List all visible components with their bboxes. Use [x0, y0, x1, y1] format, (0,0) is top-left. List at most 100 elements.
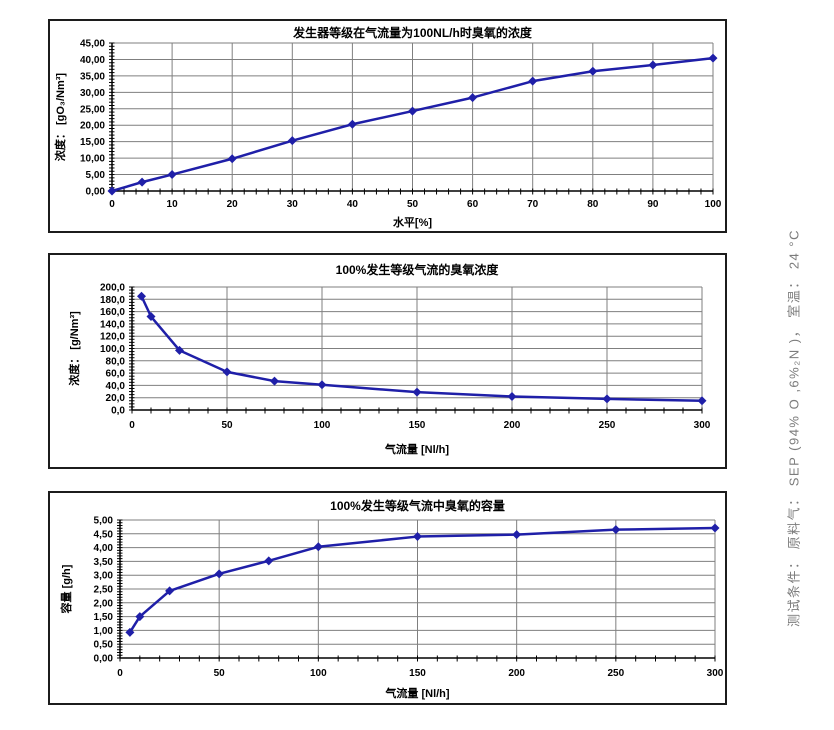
- chart-title: 发生器等级在气流量为100NL/h时臭氧的浓度: [292, 25, 533, 40]
- y-tick-label: 200,0: [100, 283, 125, 294]
- data-point-marker: [107, 186, 117, 196]
- x-tick-label: 40: [347, 199, 359, 210]
- y-tick-label: 15,00: [80, 137, 105, 148]
- y-axis-label: 容量 [g/h]: [59, 564, 73, 614]
- y-tick-label: 0,50: [94, 640, 114, 651]
- y-tick-label: 40,00: [80, 55, 105, 66]
- x-tick-label: 150: [409, 420, 426, 431]
- chart-title: 100%发生等级气流的臭氧浓度: [336, 262, 500, 277]
- chart-canvas-1: 0,00 5,00 10,00 15,00 20,00 25,00 30,00 35,00 40…: [53, 25, 722, 229]
- series-line: [140, 295, 703, 403]
- data-point-marker: [137, 291, 146, 301]
- data-point-marker: [648, 60, 658, 70]
- chart-canvas-2: 0,020,040,060,080,0100,0120,0140,0160,01…: [67, 262, 711, 456]
- plot-area: 0,00 0,50 1,00 1,50 2,00 2,50 3,00 3,50 4,00 4,50…: [94, 516, 724, 680]
- x-tick-label: 150: [409, 668, 426, 679]
- data-point-marker: [708, 53, 718, 63]
- series-line: [128, 526, 716, 633]
- data-point-marker: [167, 170, 177, 180]
- y-tick-label: 3,50: [94, 557, 114, 568]
- x-tick-label: 0: [129, 420, 135, 431]
- data-point-marker: [412, 387, 422, 397]
- y-axis-label: 浓度： [gO₃/Nm³]: [53, 73, 67, 162]
- data-point-marker: [214, 569, 224, 579]
- data-point-marker: [528, 76, 538, 86]
- x-tick-label: 20: [227, 199, 239, 210]
- y-tick-label: 20,00: [80, 121, 105, 132]
- y-tick-label: 4,00: [94, 543, 114, 554]
- chart-ozone-capacity-vs-gas-flow: 0,00 0,50 1,00 1,50 2,00 2,50 3,00 3,50 4,00 4,50…: [48, 491, 727, 705]
- x-tick-label: 90: [647, 199, 659, 210]
- x-tick-label: 0: [109, 199, 115, 210]
- y-tick-label: 5,00: [86, 170, 106, 181]
- data-point-marker: [264, 556, 274, 566]
- data-point-marker: [347, 119, 357, 129]
- data-point-marker: [408, 106, 417, 116]
- x-tick-label: 100: [314, 420, 331, 431]
- x-tick-label: 250: [607, 668, 624, 679]
- x-tick-label: 60: [467, 199, 479, 210]
- y-tick-label: 1,50: [94, 612, 114, 623]
- data-point-marker: [165, 586, 175, 596]
- chart-ozone-concentration-vs-generator-level: 0,00 5,00 10,00 15,00 20,00 25,00 30,00 35,00 40…: [48, 19, 727, 233]
- x-axis-label: 水平[%]: [393, 215, 432, 229]
- y-tick-label: 25,00: [80, 104, 105, 115]
- x-tick-label: 50: [407, 199, 419, 210]
- data-point-marker: [468, 93, 478, 103]
- test-conditions-note: 测试条件： 原料气： SEP (94% O ,6%₂N )， 室温： 24 °C: [786, 229, 802, 627]
- y-tick-label: 30,00: [80, 88, 105, 99]
- data-point-marker: [611, 525, 621, 535]
- y-tick-label: 2,50: [94, 585, 114, 596]
- data-point-marker: [317, 380, 327, 390]
- plot-area: 0,00 5,00 10,00 15,00 20,00 25,00 30,00 35,00 40…: [80, 39, 722, 211]
- y-tick-label: 140,0: [100, 319, 125, 330]
- x-tick-label: 300: [707, 668, 724, 679]
- x-tick-label: 30: [287, 199, 299, 210]
- y-tick-label: 35,00: [80, 71, 105, 82]
- x-tick-label: 200: [508, 668, 525, 679]
- x-axis-label: 气流量 [Nl/h]: [384, 442, 449, 456]
- x-axis-label: 气流量 [Nl/h]: [384, 686, 449, 700]
- x-tick-label: 70: [527, 199, 539, 210]
- chart-ozone-concentration-vs-gas-flow: 0,0 20,0 40,0 60,0 80,0 100,0 120,0 140,0 160,0 1…: [48, 253, 727, 469]
- chart-canvas-3: 0,00 0,50 1,00 1,50 2,00 2,50 3,00 3,50 4,00 4,50…: [59, 498, 724, 700]
- data-point-marker: [137, 177, 147, 187]
- data-point-marker: [287, 136, 297, 146]
- data-point-marker: [602, 394, 612, 404]
- data-point-marker: [135, 612, 145, 622]
- y-tick-label: 80,0: [106, 356, 126, 367]
- data-point-marker: [512, 530, 522, 540]
- x-tick-label: 50: [214, 668, 226, 679]
- y-tick-label: 180,0: [100, 295, 125, 306]
- x-tick-label: 80: [587, 199, 599, 210]
- y-tick-label: 45,00: [80, 39, 105, 50]
- y-tick-label: 5,00: [94, 516, 114, 527]
- y-tick-label: 4,50: [94, 529, 114, 540]
- x-tick-label: 100: [705, 199, 722, 210]
- x-tick-label: 50: [221, 420, 233, 431]
- x-tick-label: 200: [504, 420, 521, 431]
- y-tick-label: 0,0: [111, 406, 125, 417]
- x-tick-label: 0: [117, 668, 123, 679]
- chart-title: 100%发生等级气流中臭氧的容量: [330, 498, 505, 513]
- data-point-marker: [270, 376, 279, 386]
- y-tick-label: 100,0: [100, 344, 125, 355]
- y-tick-label: 40,0: [106, 381, 126, 392]
- plot-area: 0,020,040,060,080,0100,0120,0140,0160,01…: [100, 283, 711, 432]
- y-tick-label: 20,0: [106, 393, 126, 404]
- x-tick-label: 10: [167, 199, 179, 210]
- y-axis-label: 浓度： [g/Nm³]: [67, 311, 81, 386]
- data-point-marker: [507, 391, 517, 401]
- data-point-marker: [125, 627, 135, 637]
- x-tick-label: 100: [310, 668, 327, 679]
- data-point-marker: [227, 154, 237, 164]
- y-tick-label: 120,0: [100, 332, 125, 343]
- y-tick-label: 60,0: [106, 369, 126, 380]
- y-tick-label: 0,00: [94, 654, 114, 665]
- series-line: [111, 56, 714, 193]
- data-point-marker: [588, 66, 598, 76]
- data-point-marker: [222, 367, 232, 377]
- data-point-marker: [146, 312, 156, 322]
- y-tick-label: 1,00: [94, 626, 114, 637]
